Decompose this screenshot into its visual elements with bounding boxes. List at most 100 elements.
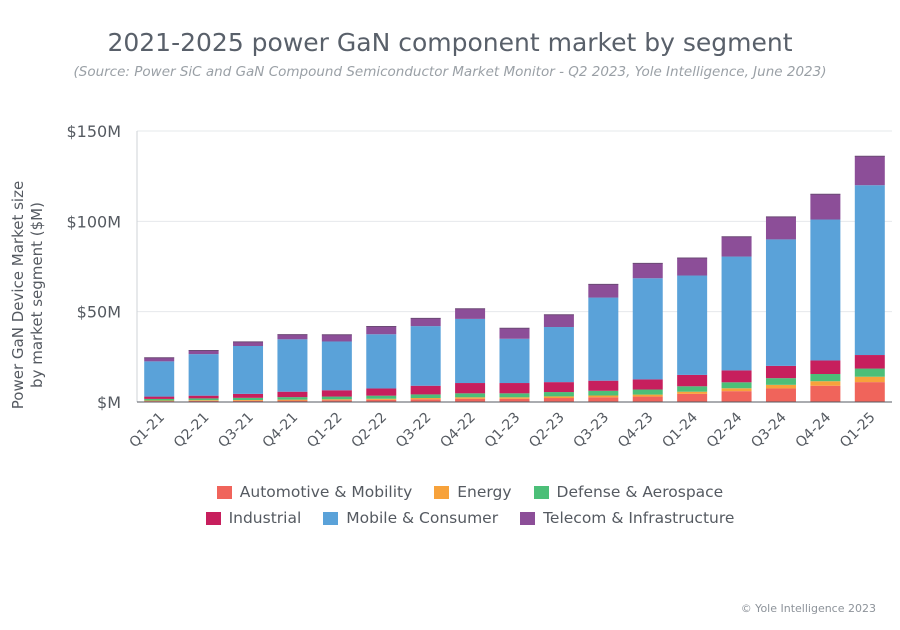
x-tick-label: Q2-21 (171, 410, 213, 452)
bar-segment-defense-aerospace (321, 396, 352, 400)
x-tick-label: Q1-24 (659, 409, 701, 451)
bar-segment-telecom-infrastructure (810, 194, 841, 220)
y-tick-label: $100M (66, 212, 121, 231)
y-tick-label: $50M (77, 303, 121, 322)
bar-segment-automotive-mobility (721, 391, 752, 402)
bar-segment-telecom-infrastructure (233, 341, 264, 346)
bar-segment-defense-aerospace (499, 393, 530, 398)
bar-segment-mobile-consumer (144, 361, 175, 397)
legend-item: Energy (434, 483, 512, 501)
bars-group (144, 155, 885, 402)
bar-segment-energy (677, 391, 708, 394)
bar-segment-industrial (677, 374, 708, 387)
bar-segment-mobile-consumer (233, 345, 264, 394)
bar-segment-energy (321, 399, 352, 401)
bar-segment-telecom-infrastructure (721, 236, 752, 257)
bar-segment-automotive-mobility (366, 399, 397, 402)
bar-segment-defense-aerospace (277, 397, 308, 400)
bar-segment-telecom-infrastructure (543, 314, 574, 328)
bar-segment-mobile-consumer (321, 341, 352, 391)
bar-segment-industrial (632, 379, 663, 390)
bar-segment-telecom-infrastructure (188, 350, 219, 355)
bar-segment-mobile-consumer (499, 338, 530, 384)
x-tick-label: Q2-22 (349, 410, 391, 452)
bar-segment-energy (366, 398, 397, 400)
bar-segment-mobile-consumer (410, 326, 441, 386)
bar-segment-mobile-consumer (677, 275, 708, 375)
legend-item: Mobile & Consumer (323, 509, 498, 527)
x-tick-label: Q3-21 (215, 410, 257, 452)
bar-segment-mobile-consumer (277, 339, 308, 392)
bar-segment-automotive-mobility (677, 393, 708, 402)
bar-segment-energy (810, 381, 841, 386)
bar-segment-industrial (321, 390, 352, 397)
legend-swatch (205, 511, 221, 525)
bar-segment-industrial (721, 370, 752, 383)
copyright-credit: © Yole Intelligence 2023 (740, 602, 876, 615)
bar-segment-defense-aerospace (410, 394, 441, 399)
bar-segment-telecom-infrastructure (632, 263, 663, 279)
bar-segment-defense-aerospace (543, 392, 574, 397)
bar-segment-industrial (366, 388, 397, 396)
bar-segment-energy (499, 397, 530, 399)
bar-segment-automotive-mobility (410, 399, 441, 402)
legend-swatch (533, 485, 549, 499)
chart-title: 2021-2025 power GaN component market by … (107, 28, 793, 57)
bar-segment-defense-aerospace (588, 390, 619, 396)
bar-segment-automotive-mobility (321, 400, 352, 402)
legend-swatch (216, 485, 232, 499)
x-tick-label: Q3-24 (748, 409, 790, 451)
y-axis-label-line2: by market segment ($M) (28, 202, 46, 388)
bar-segment-telecom-infrastructure (677, 258, 708, 276)
bar-segment-telecom-infrastructure (765, 216, 796, 240)
bar-segment-energy (721, 388, 752, 392)
bar-segment-defense-aerospace (144, 398, 175, 401)
bar-segment-energy (410, 398, 441, 400)
x-tick-label: Q1-22 (304, 410, 346, 452)
legend-item: Automotive & Mobility (216, 483, 413, 501)
bar-segment-automotive-mobility (233, 400, 264, 402)
x-tick-label: Q4-23 (615, 410, 657, 452)
bar-segment-telecom-infrastructure (588, 284, 619, 298)
bar-segment-mobile-consumer (721, 256, 752, 371)
bar-segment-energy (188, 400, 219, 401)
bar-segment-telecom-infrastructure (499, 328, 530, 339)
legend-label: Automotive & Mobility (239, 483, 413, 501)
bar-segment-industrial (543, 382, 574, 393)
legend-label: Energy (457, 483, 512, 501)
bar-segment-defense-aerospace (188, 398, 219, 401)
bar-segment-automotive-mobility (455, 398, 486, 402)
legend-label: Defense & Aerospace (556, 483, 724, 501)
bar-segment-telecom-infrastructure (410, 318, 441, 327)
bar-segment-defense-aerospace (765, 378, 796, 385)
bar-segment-mobile-consumer (543, 327, 574, 383)
bar-segment-defense-aerospace (455, 393, 486, 398)
legend-label: Telecom & Infrastructure (543, 509, 735, 527)
bar-segment-automotive-mobility (543, 398, 574, 402)
bar-segment-automotive-mobility (632, 396, 663, 402)
bar-segment-defense-aerospace (632, 389, 663, 395)
bar-segment-industrial (588, 380, 619, 391)
chart-subtitle: (Source: Power SiC and GaN Compound Semi… (73, 64, 827, 80)
bar-segment-mobile-consumer (765, 239, 796, 366)
legend-swatch (434, 485, 450, 499)
bar-segment-telecom-infrastructure (854, 156, 885, 186)
bar-segment-energy (632, 394, 663, 397)
x-tick-label: Q3-23 (571, 410, 613, 452)
bar-segment-defense-aerospace (721, 382, 752, 389)
y-axis-label-line1: Power GaN Device Market size (9, 181, 27, 409)
bar-segment-industrial (810, 360, 841, 374)
bar-segment-mobile-consumer (455, 318, 486, 384)
bar-segment-automotive-mobility (588, 397, 619, 402)
x-tick-label: Q1-23 (482, 410, 524, 452)
bar-segment-automotive-mobility (810, 385, 841, 402)
bar-segment-energy (854, 376, 885, 383)
legend-row: Industrial Mobile & Consumer Telecom & Inf… (150, 509, 790, 527)
bar-segment-mobile-consumer (366, 334, 397, 389)
bar-segment-automotive-mobility (277, 400, 308, 402)
bar-segment-energy (765, 384, 796, 389)
bar-segment-mobile-consumer (810, 219, 841, 361)
bar-segment-industrial (765, 365, 796, 379)
bar-segment-industrial (144, 396, 175, 399)
